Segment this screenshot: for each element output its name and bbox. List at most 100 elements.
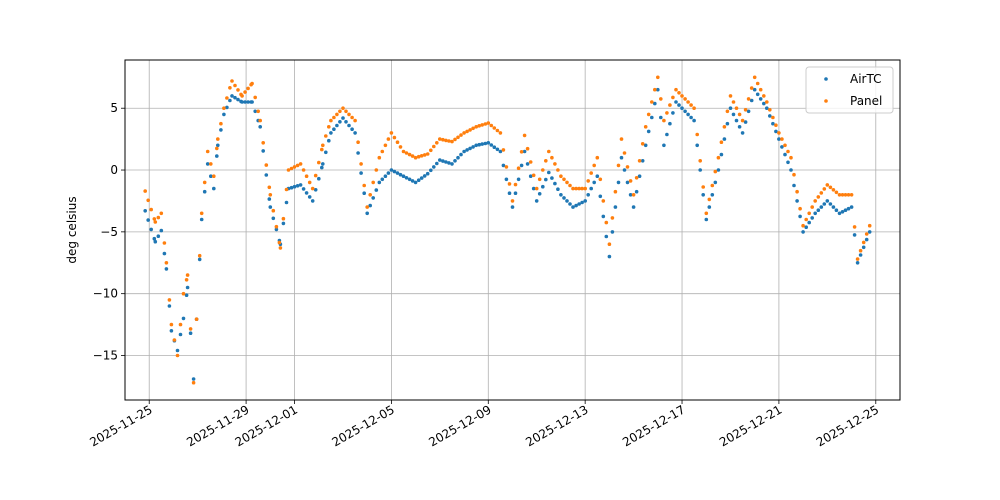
- data-point-panel: [228, 86, 232, 90]
- data-point-panel: [789, 155, 793, 160]
- data-point-panel: [531, 173, 536, 178]
- data-point-airtc: [777, 137, 781, 141]
- data-point-airtc: [477, 142, 482, 147]
- data-point-airtc: [243, 100, 247, 104]
- data-point-airtc: [398, 172, 403, 177]
- data-point-airtc: [640, 159, 645, 163]
- data-point-panel: [619, 137, 624, 141]
- data-point-airtc: [816, 208, 821, 212]
- data-point-panel: [149, 207, 153, 212]
- data-point-panel: [167, 298, 172, 302]
- data-point-airtc: [362, 191, 367, 195]
- data-point-panel: [392, 135, 397, 140]
- data-point-airtc: [264, 173, 269, 177]
- data-point-airtc: [619, 155, 624, 160]
- data-point-airtc: [525, 162, 530, 166]
- data-point-panel: [541, 168, 545, 172]
- data-point-panel: [410, 154, 415, 158]
- data-point-panel: [329, 118, 333, 123]
- data-point-panel: [383, 143, 388, 148]
- data-point-airtc: [474, 143, 479, 148]
- data-point-airtc: [728, 106, 733, 110]
- data-point-airtc: [317, 176, 321, 181]
- data-point-airtc: [444, 160, 448, 164]
- data-point-panel: [356, 140, 360, 144]
- data-point-panel: [398, 145, 403, 149]
- data-point-panel: [419, 154, 424, 158]
- data-point-airtc: [765, 106, 769, 110]
- data-point-panel: [586, 179, 590, 183]
- data-point-panel: [804, 217, 808, 222]
- data-point-airtc: [175, 348, 180, 353]
- data-point-panel: [162, 241, 167, 245]
- data-point-panel: [825, 183, 830, 187]
- data-point-panel: [450, 139, 454, 144]
- data-point-panel: [453, 137, 457, 142]
- data-point-airtc: [513, 191, 518, 195]
- data-point-panel: [371, 180, 376, 185]
- data-point-airtc: [435, 161, 439, 166]
- data-point-panel: [616, 163, 621, 168]
- data-point-airtc: [610, 230, 615, 234]
- data-point-airtc: [149, 227, 153, 232]
- data-point-panel: [522, 133, 527, 138]
- data-point-airtc: [589, 186, 593, 191]
- data-point-panel: [686, 100, 690, 104]
- data-point-airtc: [465, 148, 469, 152]
- data-point-panel: [704, 211, 709, 216]
- data-point-airtc: [386, 171, 391, 175]
- data-point-airtc: [246, 100, 250, 104]
- data-point-panel: [801, 223, 805, 228]
- data-point-panel: [656, 75, 660, 80]
- data-point-panel: [362, 183, 367, 188]
- data-point-airtc: [516, 177, 521, 182]
- data-point-airtc: [625, 180, 630, 185]
- data-point-panel: [665, 111, 669, 115]
- data-point-airtc: [202, 189, 207, 194]
- data-point-airtc: [410, 179, 415, 183]
- data-point-airtc: [404, 176, 409, 180]
- data-point-airtc: [407, 177, 412, 182]
- data-point-panel: [194, 317, 199, 322]
- data-point-airtc: [298, 183, 303, 187]
- data-point-airtc: [261, 149, 266, 153]
- data-point-airtc: [429, 168, 433, 173]
- data-point-panel: [301, 168, 306, 172]
- data-point-panel: [377, 155, 382, 160]
- data-point-airtc: [153, 239, 158, 244]
- data-point-panel: [483, 122, 488, 126]
- data-point-panel: [486, 121, 491, 125]
- data-point-airtc: [686, 112, 690, 117]
- y-axis-label: deg celsius: [65, 196, 79, 263]
- data-point-airtc: [601, 214, 606, 219]
- data-point-panel: [613, 189, 618, 194]
- data-point-airtc: [828, 202, 833, 206]
- data-point-panel: [728, 94, 733, 98]
- data-point-airtc: [628, 193, 633, 197]
- data-point-airtc: [840, 210, 845, 214]
- data-point-panel: [243, 90, 247, 94]
- data-point-panel: [565, 180, 569, 185]
- data-point-airtc: [164, 267, 169, 271]
- data-point-panel: [498, 131, 503, 135]
- data-point-panel: [324, 134, 328, 138]
- legend-label-airtc: AirTC: [850, 72, 881, 86]
- data-point-panel: [212, 174, 216, 178]
- data-point-panel: [631, 193, 636, 197]
- data-point-airtc: [774, 129, 778, 134]
- data-point-panel: [777, 131, 781, 135]
- data-point-airtc: [707, 205, 712, 209]
- data-point-airtc: [413, 180, 418, 185]
- data-point-airtc: [762, 101, 766, 106]
- data-point-airtc: [813, 211, 817, 216]
- data-point-panel: [347, 112, 351, 117]
- data-point-panel: [553, 162, 557, 166]
- data-point-airtc: [456, 155, 460, 160]
- data-point-panel: [689, 103, 693, 107]
- data-point-panel: [650, 100, 654, 104]
- data-point-panel: [810, 205, 814, 209]
- data-point-airtc: [755, 92, 760, 97]
- data-point-airtc: [169, 329, 174, 333]
- data-point-airtc: [236, 97, 240, 102]
